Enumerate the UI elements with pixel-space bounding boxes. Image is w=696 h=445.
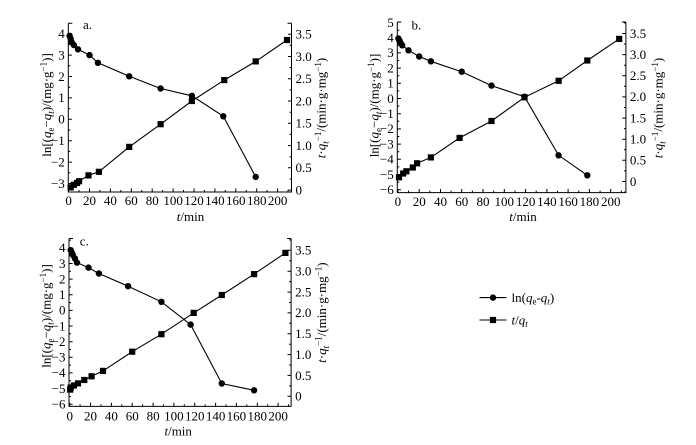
svg-text:t/min: t/min — [177, 209, 205, 224]
svg-text:t/min: t/min — [164, 423, 192, 438]
svg-text:2.5: 2.5 — [630, 68, 646, 83]
svg-text:2: 2 — [387, 60, 394, 75]
svg-text:2: 2 — [59, 271, 66, 286]
svg-text:4: 4 — [387, 30, 394, 45]
svg-text:1: 1 — [58, 90, 65, 105]
svg-text:140: 140 — [206, 408, 226, 423]
svg-text:−6: −6 — [380, 182, 394, 197]
svg-text:0: 0 — [296, 182, 303, 197]
svg-text:4: 4 — [58, 26, 65, 41]
svg-text:180: 180 — [247, 193, 267, 208]
svg-text:2.0: 2.0 — [295, 305, 311, 320]
svg-text:160: 160 — [227, 408, 247, 423]
svg-text:−4: −4 — [52, 365, 66, 380]
svg-text:t/min: t/min — [509, 209, 537, 224]
svg-text:3.0: 3.0 — [630, 47, 646, 62]
svg-text:0: 0 — [65, 193, 72, 208]
svg-text:0: 0 — [295, 389, 302, 404]
svg-text:2.5: 2.5 — [296, 71, 312, 86]
svg-text:20: 20 — [83, 193, 96, 208]
svg-text:1.0: 1.0 — [295, 347, 311, 362]
svg-text:ln(qe​-qt​): ln(qe​-qt​) — [512, 290, 555, 307]
svg-text:140: 140 — [205, 193, 225, 208]
svg-text:1.5: 1.5 — [296, 116, 312, 131]
svg-text:2.0: 2.0 — [630, 89, 646, 104]
svg-text:−5: −5 — [380, 167, 394, 182]
svg-text:160: 160 — [226, 193, 246, 208]
svg-text:0: 0 — [630, 174, 637, 189]
svg-text:120: 120 — [184, 193, 204, 208]
svg-text:−2: −2 — [380, 121, 394, 136]
svg-text:0: 0 — [66, 408, 73, 423]
svg-text:0.5: 0.5 — [630, 153, 646, 168]
svg-text:2.5: 2.5 — [295, 284, 311, 299]
svg-text:−6: −6 — [52, 397, 66, 412]
svg-text:3: 3 — [59, 256, 66, 271]
svg-text:0: 0 — [58, 112, 65, 127]
svg-text:1.0: 1.0 — [296, 138, 312, 153]
svg-text:3.5: 3.5 — [295, 243, 311, 258]
svg-text:−5: −5 — [52, 381, 66, 396]
svg-text:1.5: 1.5 — [295, 326, 311, 341]
svg-text:0.5: 0.5 — [296, 160, 312, 175]
svg-text:20: 20 — [84, 408, 97, 423]
svg-text:3.5: 3.5 — [296, 27, 312, 42]
svg-text:3: 3 — [58, 47, 65, 62]
svg-text:3: 3 — [387, 45, 394, 60]
svg-text:100: 100 — [495, 194, 515, 209]
svg-text:80: 80 — [146, 193, 159, 208]
svg-text:−1: −1 — [52, 318, 66, 333]
svg-text:60: 60 — [455, 194, 468, 209]
svg-text:180: 180 — [248, 408, 268, 423]
svg-text:1.5: 1.5 — [630, 110, 646, 125]
svg-text:0: 0 — [387, 91, 394, 106]
svg-text:2: 2 — [58, 69, 65, 84]
svg-text:0.5: 0.5 — [295, 368, 311, 383]
svg-text:1.0: 1.0 — [630, 132, 646, 147]
svg-text:40: 40 — [434, 194, 447, 209]
svg-text:−3: −3 — [52, 350, 66, 365]
svg-text:60: 60 — [126, 408, 139, 423]
svg-text:2.0: 2.0 — [296, 93, 312, 108]
svg-text:0: 0 — [59, 303, 66, 318]
svg-text:1: 1 — [59, 287, 66, 302]
svg-text:100: 100 — [164, 408, 184, 423]
svg-text:180: 180 — [580, 194, 600, 209]
svg-text:160: 160 — [558, 194, 578, 209]
svg-text:t/qt​: t/qt​ — [512, 312, 529, 329]
svg-text:3.0: 3.0 — [296, 49, 312, 64]
svg-text:40: 40 — [105, 408, 118, 423]
svg-text:140: 140 — [537, 194, 557, 209]
svg-text:−3: −3 — [380, 136, 394, 151]
svg-text:−2: −2 — [51, 154, 65, 169]
svg-text:0: 0 — [395, 194, 402, 209]
svg-text:c.: c. — [80, 234, 89, 249]
svg-text:−1: −1 — [380, 106, 394, 121]
svg-text:100: 100 — [163, 193, 183, 208]
svg-text:−2: −2 — [52, 334, 66, 349]
svg-text:3.5: 3.5 — [630, 26, 646, 41]
svg-text:20: 20 — [413, 194, 426, 209]
svg-text:200: 200 — [268, 193, 288, 208]
svg-text:80: 80 — [477, 194, 490, 209]
svg-text:60: 60 — [125, 193, 138, 208]
svg-text:200: 200 — [601, 194, 621, 209]
svg-text:3.0: 3.0 — [295, 264, 311, 279]
svg-text:−1: −1 — [51, 133, 65, 148]
svg-text:40: 40 — [104, 193, 117, 208]
svg-text:b.: b. — [412, 17, 422, 32]
svg-text:80: 80 — [147, 408, 160, 423]
svg-text:−4: −4 — [380, 152, 394, 167]
svg-text:−3: −3 — [51, 176, 65, 191]
svg-text:a.: a. — [83, 17, 92, 32]
svg-text:120: 120 — [185, 408, 205, 423]
svg-text:120: 120 — [516, 194, 536, 209]
svg-text:5: 5 — [387, 15, 394, 30]
svg-text:1: 1 — [387, 76, 394, 91]
svg-text:200: 200 — [268, 408, 288, 423]
svg-text:4: 4 — [59, 240, 66, 255]
